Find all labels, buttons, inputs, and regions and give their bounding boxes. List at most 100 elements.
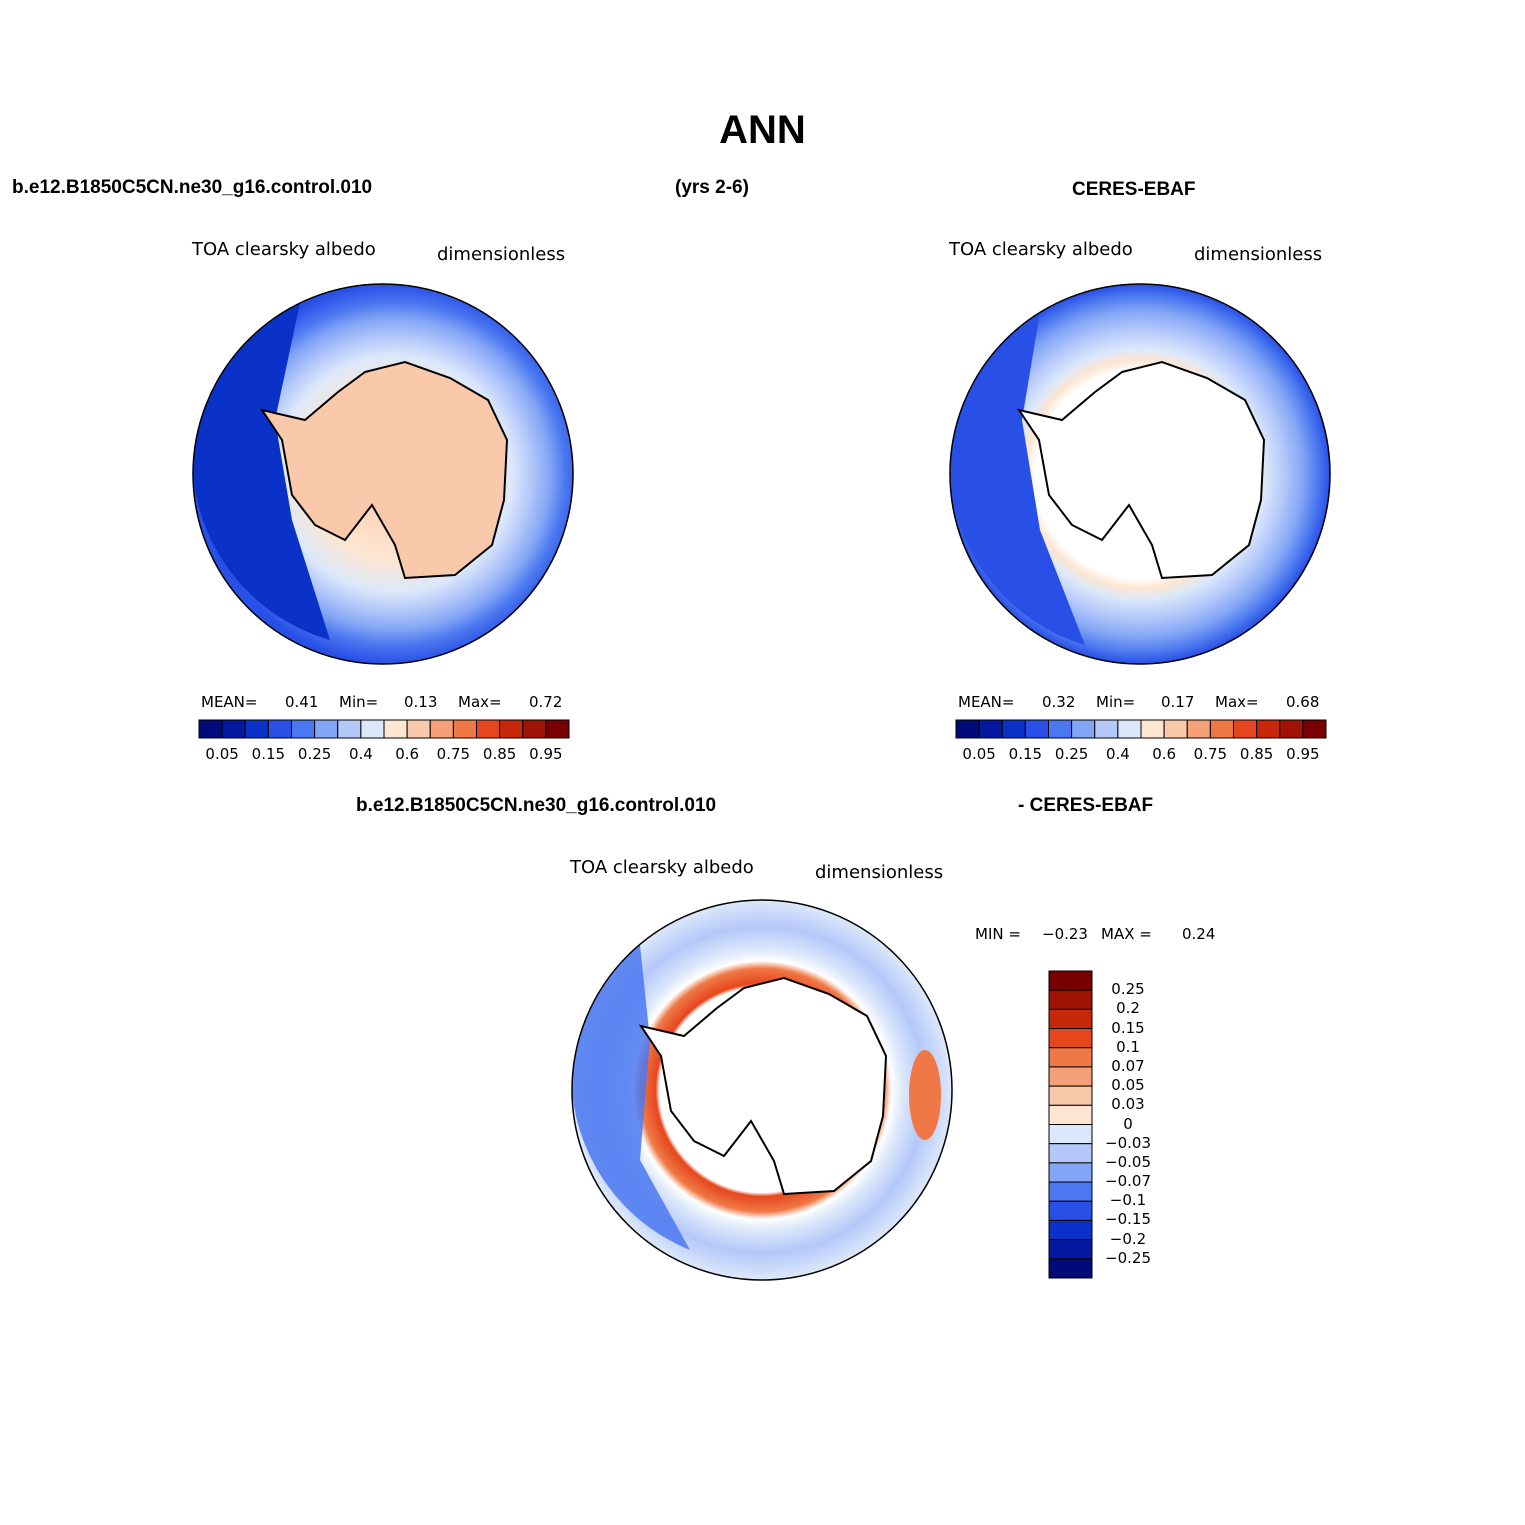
diff-colorbar-box	[1048, 1143, 1093, 1164]
obs-colorbar-tick-label: 0.4	[1105, 745, 1130, 763]
model-colorbar-box	[221, 719, 246, 739]
diff-colorbar-box	[1048, 989, 1093, 1010]
model-colorbar-box	[360, 719, 385, 739]
obs-max-label: Max=	[1215, 693, 1259, 711]
model-antarctica-coastline	[259, 360, 509, 580]
diff-colorbar-box	[1048, 1181, 1093, 1202]
model-colorbar-box	[314, 719, 339, 739]
model-mean-label: MEAN=	[201, 693, 258, 711]
obs-colorbar-tick-label: 0.6	[1152, 745, 1177, 763]
obs-colorbar-box	[1233, 719, 1258, 739]
model-colorbar-tick-label: 0.6	[395, 745, 420, 763]
obs-colorbar-box	[1071, 719, 1096, 739]
obs-colorbar-box	[1209, 719, 1234, 739]
obs-colorbar-tick-label: 0.15	[1008, 745, 1043, 763]
years-header: (yrs 2-6)	[675, 177, 749, 198]
diff-colorbar-box	[1048, 1258, 1093, 1279]
obs-colorbar-tick-label: 0.85	[1239, 745, 1274, 763]
model-colorbar-box	[452, 719, 477, 739]
obs-colorbar-box	[978, 719, 1003, 739]
diff-colorbar-tick-label: −0.1	[1109, 1191, 1147, 1210]
obs-name-header: CERES-EBAF	[1072, 179, 1196, 200]
obs-units-label: dimensionless	[1194, 244, 1323, 265]
diff-colorbar-box	[1048, 1162, 1093, 1183]
diff-colorbar-tick-label: −0.07	[1105, 1172, 1151, 1191]
model-mean-value: 0.41	[285, 693, 319, 711]
model-colorbar-box	[406, 719, 431, 739]
obs-map-border	[949, 283, 1331, 665]
diff-colorbar-tick-label: −0.03	[1105, 1133, 1151, 1152]
diff-colorbar-box	[1048, 1124, 1093, 1145]
model-colorbar-box	[383, 719, 408, 739]
model-colorbar-tick-label: 0.05	[205, 745, 239, 763]
diff-colorbar-tick-label: 0.1	[1116, 1037, 1140, 1056]
model-map	[192, 283, 574, 665]
case-name-header: b.e12.B1850C5CN.ne30_g16.control.010	[12, 177, 373, 198]
model-colorbar	[198, 719, 570, 739]
obs-colorbar-box	[1094, 719, 1119, 739]
model-max-value: 0.72	[529, 693, 563, 711]
obs-colorbar-box	[1302, 719, 1327, 739]
model-colorbar-tick-label: 0.75	[436, 745, 471, 763]
model-max-label: Max=	[458, 693, 502, 711]
diff-colorbar-box	[1048, 1104, 1093, 1125]
model-colorbar-box	[267, 719, 292, 739]
obs-colorbar-box	[1279, 719, 1304, 739]
diff-colorbar-box	[1048, 1085, 1093, 1106]
diff-min-value: −0.23	[1042, 925, 1088, 943]
diff-colorbar-box	[1048, 1066, 1093, 1087]
obs-colorbar-tick-label: 0.95	[1286, 745, 1320, 763]
obs-min-label: Min=	[1096, 693, 1136, 711]
diff-map-positive-region	[909, 1050, 941, 1140]
diff-colorbar-box	[1048, 1219, 1093, 1241]
obs-colorbar-tick-label: 0.75	[1193, 745, 1228, 763]
obs-mean-label: MEAN=	[958, 693, 1015, 711]
diff-case-header: b.e12.B1850C5CN.ne30_g16.control.010	[356, 795, 717, 816]
obs-variable-label: TOA clearsky albedo	[949, 239, 1133, 260]
model-colorbar-box	[198, 719, 223, 739]
page-title: ANN	[719, 108, 806, 152]
model-map-border	[192, 283, 574, 665]
diff-variable-label: TOA clearsky albedo	[570, 857, 754, 878]
obs-colorbar-box	[1186, 719, 1211, 739]
model-colorbar-box	[545, 719, 570, 739]
diff-map-negative-region	[572, 945, 690, 1250]
diff-colorbar-box	[1048, 1028, 1093, 1049]
model-colorbar-tick-label: 0.15	[251, 745, 286, 763]
obs-antarctica-coastline	[1016, 360, 1266, 580]
diff-antarctica-coastline	[638, 976, 888, 1196]
diff-units-label: dimensionless	[815, 862, 944, 883]
model-min-value: 0.13	[404, 693, 438, 711]
diff-colorbar-tick-label: 0.05	[1111, 1076, 1145, 1095]
obs-colorbar-box	[1140, 719, 1165, 739]
diff-colorbar-tick-label: −0.15	[1105, 1210, 1151, 1229]
model-variable-label: TOA clearsky albedo	[192, 239, 376, 260]
model-units-label: dimensionless	[437, 244, 566, 265]
diff-colorbar-tick-label: 0.2	[1116, 999, 1140, 1018]
obs-colorbar-box	[1117, 719, 1142, 739]
obs-colorbar-box	[1163, 719, 1188, 739]
diff-colorbar-tick-label: 0.25	[1111, 980, 1145, 999]
diff-colorbar-tick-label: −0.2	[1109, 1229, 1147, 1248]
model-colorbar-tick-label: 0.85	[482, 745, 517, 763]
diff-min-label: MIN =	[975, 925, 1021, 943]
obs-max-value: 0.68	[1286, 693, 1320, 711]
diff-colorbar-tick-label: 0.07	[1111, 1056, 1145, 1075]
obs-min-value: 0.17	[1161, 693, 1195, 711]
diff-max-value: 0.24	[1182, 925, 1216, 943]
diff-colorbar	[1048, 970, 1093, 1279]
diff-map-border	[571, 899, 953, 1281]
obs-map	[949, 283, 1331, 665]
obs-colorbar-box	[1048, 719, 1073, 739]
diff-colorbar-box	[1048, 1008, 1093, 1030]
diff-colorbar-tick-label: 0.03	[1111, 1095, 1145, 1114]
diff-colorbar-box	[1048, 1200, 1093, 1221]
model-colorbar-box	[429, 719, 454, 739]
model-colorbar-tick-label: 0.25	[297, 745, 332, 763]
model-colorbar-box	[499, 719, 524, 739]
diff-colorbar-tick-label: 0	[1123, 1114, 1133, 1133]
obs-colorbar-tick-label: 0.25	[1054, 745, 1089, 763]
obs-colorbar	[955, 719, 1327, 739]
model-colorbar-box	[291, 719, 316, 739]
